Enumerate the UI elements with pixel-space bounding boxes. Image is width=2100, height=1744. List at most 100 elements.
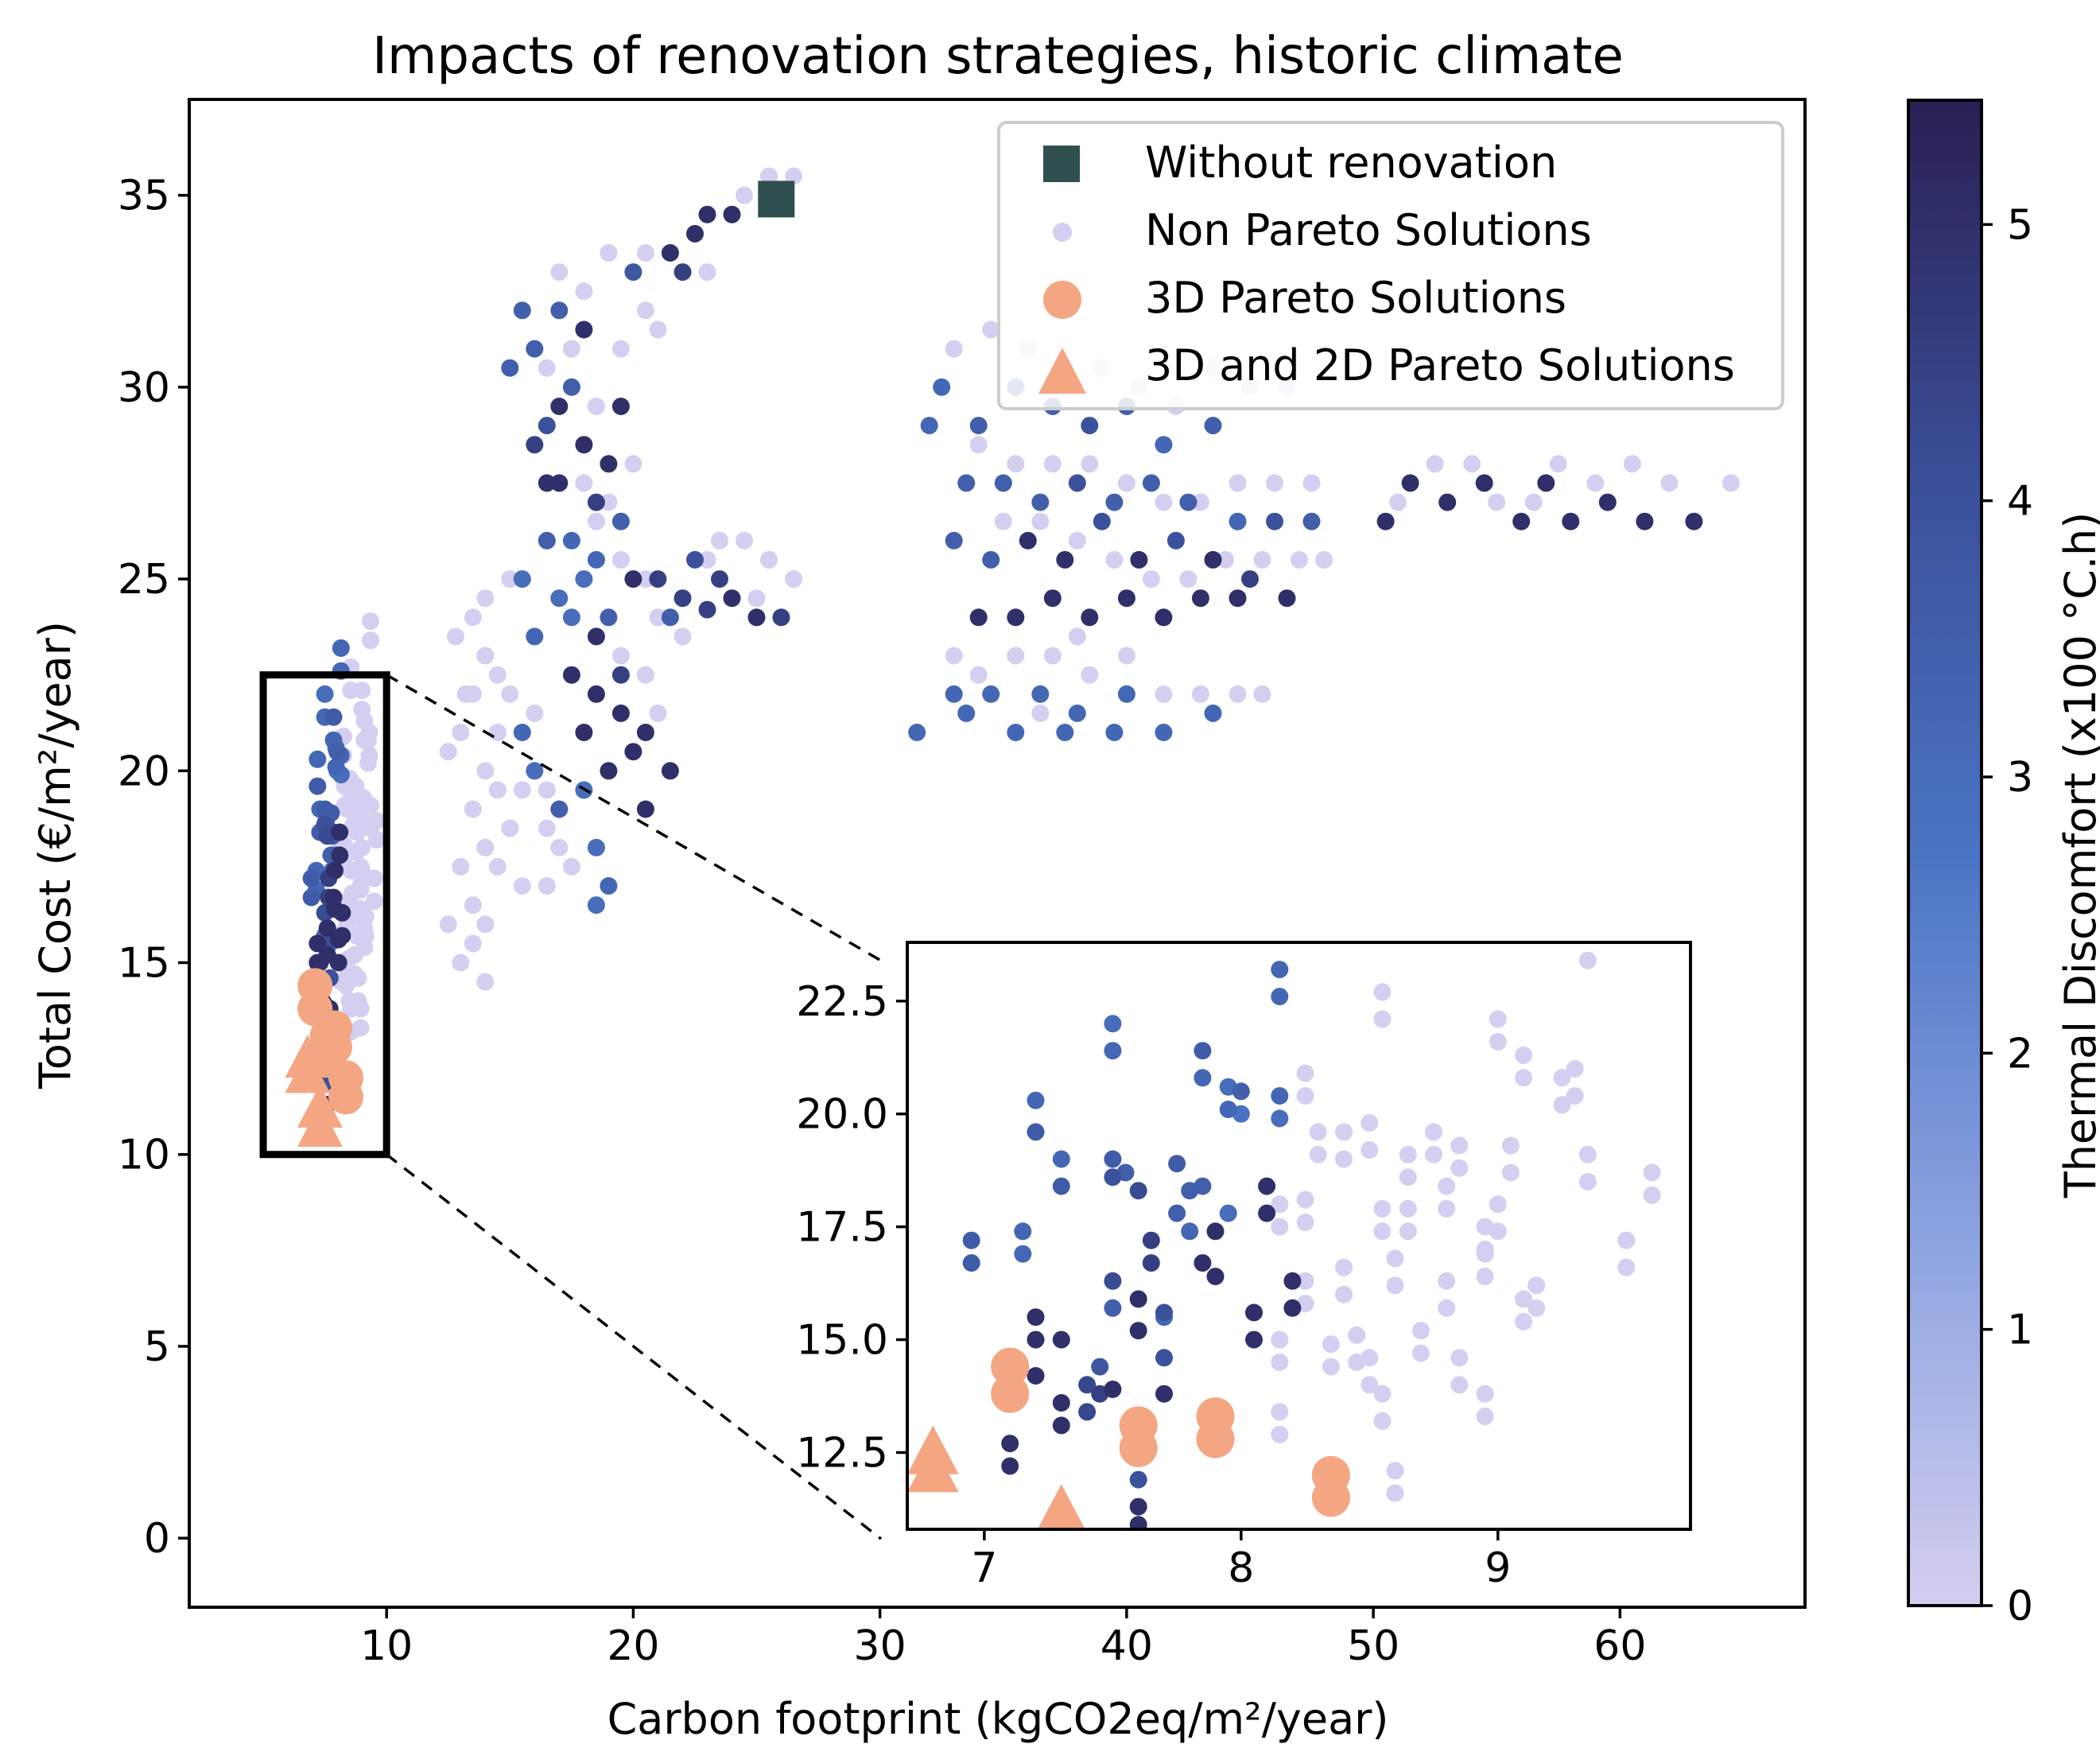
inset-point-3d-pareto [991,1347,1030,1386]
data-point-non-pareto [538,474,556,492]
data-point-non-pareto [501,819,519,837]
data-point-non-pareto [353,838,371,856]
inset-point-non-pareto [1296,1064,1314,1082]
data-point-non-pareto [362,631,379,650]
legend-marker-square [1043,146,1080,182]
tick-label: 30 [854,1622,906,1670]
data-point-non-pareto [673,627,692,646]
inset-point-3d-pareto [991,1374,1030,1413]
colorbar-tick-label: 5 [2007,201,2033,249]
data-point-non-pareto [636,570,654,588]
data-point-non-pareto [969,608,988,627]
data-point-non-pareto [1081,417,1099,435]
inset-point-non-pareto [1219,1204,1237,1222]
data-point-non-pareto [994,512,1012,530]
inset-point-non-pareto [1438,1199,1456,1218]
inset-point-non-pareto [1129,1516,1147,1529]
inset-point-non-pareto [1489,1195,1507,1214]
inset-point-non-pareto [1501,1136,1520,1155]
data-point-non-pareto [1007,608,1025,627]
data-point-non-pareto [513,570,531,588]
data-point-non-pareto [1105,550,1124,569]
inset-point-non-pareto [1386,1462,1404,1480]
data-point-non-pareto [600,762,618,780]
data-point-non-pareto [351,880,370,899]
inset-point-non-pareto [1168,1204,1186,1222]
inset-point-non-pareto [1617,1231,1636,1249]
inset-point-non-pareto [1476,1385,1494,1403]
data-point-non-pareto [562,608,580,627]
inset-point-non-pareto [1335,1285,1353,1303]
inset-y-ticks: 12.5 15.0 17.5 20.0 22.5 [796,978,907,1477]
data-point-non-pareto [488,857,507,876]
inset-point-non-pareto [1271,1195,1289,1214]
colorbar-ticks: 0 1 2 3 4 5 [1982,201,2033,1630]
data-point-non-pareto [1130,550,1148,569]
tick-label: 5 [144,1323,170,1371]
data-point-non-pareto [624,455,642,473]
tick-label: 7 [971,1544,997,1592]
data-point-non-pareto [513,877,531,895]
colorbar-tick-label: 4 [2007,478,2033,526]
inset-point-non-pareto [1014,1222,1032,1241]
data-point-non-pareto [1191,493,1209,511]
data-point-non-pareto [945,647,963,665]
data-point-non-pareto [1068,704,1086,722]
inset-point-non-pareto [1335,1258,1353,1276]
inset-point-non-pareto [1476,1268,1494,1286]
data-point-non-pareto [316,800,334,818]
data-point-non-pareto [957,474,976,492]
data-point-non-pareto [1142,474,1160,492]
inset-point-non-pareto [1578,1172,1597,1191]
inset-point-non-pareto [1386,1484,1404,1502]
data-point-non-pareto [1056,724,1074,741]
data-point-non-pareto [1056,550,1074,569]
tick-label: 20 [118,748,170,795]
data-point-non-pareto [760,550,778,569]
data-point-non-pareto [711,531,728,550]
inset-point-non-pareto [1438,1299,1456,1317]
data-point-non-pareto [367,831,386,849]
legend-label-3d-pareto: 3D Pareto Solutions [1145,273,1566,323]
inset-point-non-pareto [1245,1303,1263,1322]
data-point-non-pareto [359,754,377,772]
inset-point-non-pareto [1553,1069,1571,1087]
data-point-non-pareto [994,474,1012,492]
chart-title: Impacts of renovation strategies, histor… [372,27,1624,86]
data-point-non-pareto [1241,570,1259,588]
data-point-non-pareto [661,608,679,627]
inset-point-non-pareto [1399,1222,1417,1241]
data-point-non-pareto [587,627,605,646]
data-point-non-pareto [1537,474,1555,492]
data-point-non-pareto [698,600,716,619]
inset-point-non-pareto [1489,1010,1507,1028]
inset-background [907,942,1690,1529]
tick-label: 30 [118,364,170,412]
tick-label: 10 [360,1622,413,1670]
inset-point-non-pareto [1578,1145,1597,1163]
inset-point-non-pareto [1206,1222,1225,1241]
data-point-non-pareto [611,398,630,415]
data-point-non-pareto [1475,474,1493,492]
data-point-non-pareto [331,823,349,841]
inset-point-non-pareto [1129,1322,1147,1340]
data-point-non-pareto [550,301,569,320]
inset-point-non-pareto [1617,1258,1636,1276]
data-point-non-pareto [464,896,482,915]
data-point-non-pareto [367,812,386,829]
data-point-non-pareto [1217,550,1234,569]
data-point-non-pareto [476,915,495,934]
inset-point-non-pareto [1129,1497,1147,1516]
inset-point-non-pareto [1450,1349,1469,1367]
data-point-non-pareto [1524,493,1543,511]
colorbar-tick-label: 1 [2007,1307,2033,1354]
inset-point-non-pareto [1322,1335,1340,1354]
inset-point-non-pareto [1104,1168,1122,1187]
data-point-non-pareto [1302,512,1321,530]
data-point-non-pareto [611,340,630,358]
inset-point-non-pareto [1296,1191,1314,1209]
inset-point-non-pareto [1014,1245,1032,1263]
inset-point-non-pareto [1296,1087,1314,1105]
data-point-2d-pareto [297,1103,343,1147]
data-point-non-pareto [332,639,350,657]
